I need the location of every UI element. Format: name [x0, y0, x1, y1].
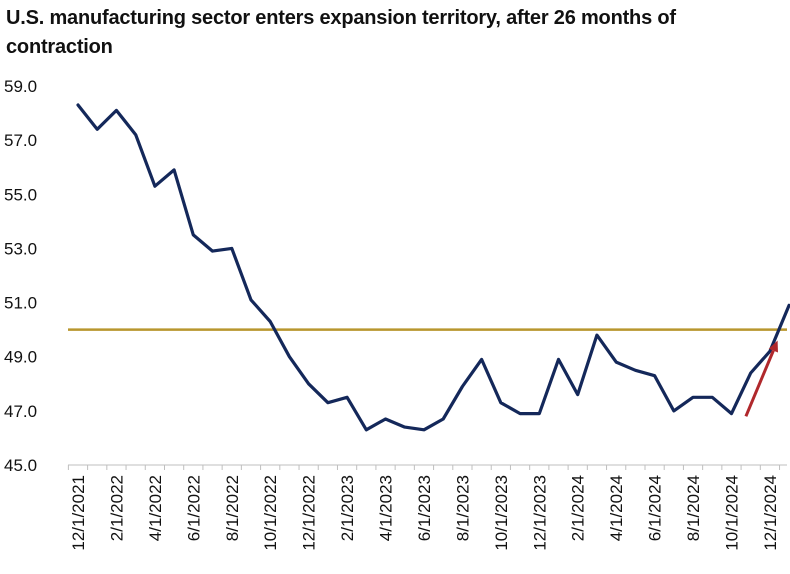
- x-tick-label: 8/1/2022: [223, 475, 242, 541]
- data-point: [633, 368, 638, 373]
- x-tick-label: 4/1/2024: [607, 475, 626, 541]
- data-point: [479, 357, 484, 362]
- x-tick-label: 4/1/2022: [146, 475, 165, 541]
- x-tick-label: 10/1/2024: [722, 475, 741, 551]
- series-line: [76, 103, 790, 432]
- data-point: [364, 427, 369, 432]
- x-tick-label: 10/1/2022: [261, 475, 280, 551]
- x-tick-label: 12/1/2022: [300, 475, 319, 551]
- data-point: [614, 360, 619, 365]
- data-point: [421, 427, 426, 432]
- data-point: [383, 416, 388, 421]
- y-tick-label: 55.0: [4, 185, 37, 204]
- data-point: [229, 246, 234, 251]
- data-point: [594, 333, 599, 338]
- x-tick-label: 12/1/2024: [761, 475, 780, 551]
- x-tick-label: 6/1/2022: [184, 475, 203, 541]
- data-point: [287, 354, 292, 359]
- data-point: [575, 392, 580, 397]
- data-point: [748, 370, 753, 375]
- data-point: [172, 167, 177, 172]
- data-point: [152, 184, 157, 189]
- data-point: [133, 132, 138, 137]
- data-point: [441, 416, 446, 421]
- data-point: [306, 381, 311, 386]
- data-point: [518, 411, 523, 416]
- x-tick-label: 2/1/2023: [338, 475, 357, 541]
- x-tick-label: 10/1/2023: [492, 475, 511, 551]
- data-point: [652, 373, 657, 378]
- data-point: [691, 395, 696, 400]
- trend-arrow-shaft: [744, 350, 775, 417]
- x-tick-label: 4/1/2023: [377, 475, 396, 541]
- data-point: [498, 400, 503, 405]
- data-point: [710, 395, 715, 400]
- data-point: [76, 102, 81, 107]
- data-point: [114, 108, 119, 113]
- x-tick-label: 8/1/2023: [453, 475, 472, 541]
- data-point: [191, 232, 196, 237]
- y-tick-label: 53.0: [4, 239, 37, 258]
- trend-arrow-head: [768, 340, 778, 353]
- data-point: [402, 425, 407, 430]
- x-tick-label: 6/1/2024: [646, 475, 665, 541]
- data-point: [248, 297, 253, 302]
- data-point: [210, 249, 215, 254]
- data-point: [671, 408, 676, 413]
- x-axis-ticks: 12/1/2021 2/1/2022 4/1/2022 6/1/2022 8/1/202…: [67, 465, 781, 551]
- chart-title: U.S. manufacturing sector enters expansi…: [6, 7, 676, 58]
- x-tick-label: 12/1/2023: [530, 475, 549, 551]
- y-axis-ticks: 59.0 57.0 55.0 53.0 51.0 49.0 47.0 45.0: [4, 77, 37, 475]
- data-point: [345, 395, 350, 400]
- y-tick-label: 57.0: [4, 131, 37, 150]
- x-tick-label: 6/1/2023: [415, 475, 434, 541]
- data-point: [729, 411, 734, 416]
- y-tick-label: 45.0: [4, 456, 37, 475]
- x-tick-label: 12/1/2021: [69, 475, 88, 551]
- y-tick-label: 49.0: [4, 348, 37, 367]
- y-tick-label: 59.0: [4, 77, 37, 96]
- x-tick-label: 2/1/2024: [569, 475, 588, 541]
- data-point: [95, 127, 100, 132]
- data-point: [460, 384, 465, 389]
- data-point: [537, 411, 542, 416]
- data-point: [325, 400, 330, 405]
- data-point: [268, 319, 273, 324]
- data-point: [556, 357, 561, 362]
- data-points: [76, 102, 790, 432]
- trend-arrow: [744, 340, 778, 417]
- x-tick-label: 2/1/2022: [107, 475, 126, 541]
- x-tick-label: 8/1/2024: [684, 475, 703, 541]
- y-tick-label: 47.0: [4, 402, 37, 421]
- y-tick-label: 51.0: [4, 294, 37, 313]
